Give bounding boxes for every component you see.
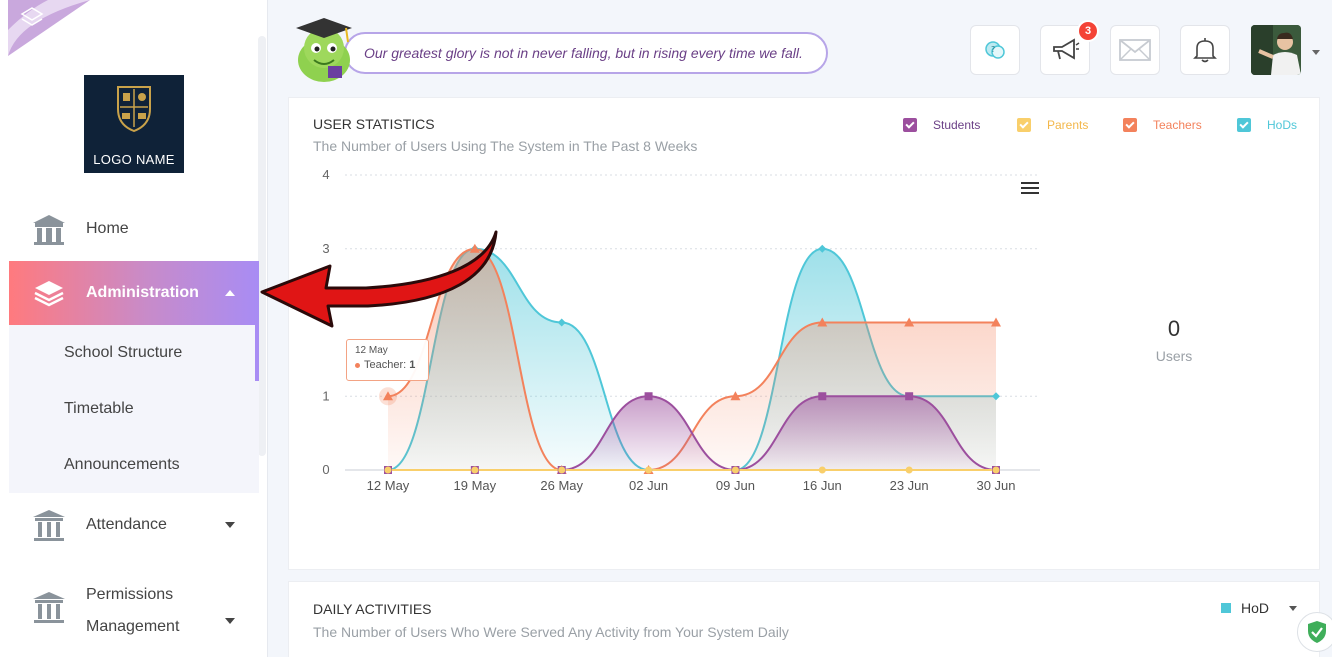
legend-label: HoD: [1241, 600, 1270, 616]
columns-icon: [33, 510, 65, 541]
active-indicator: [255, 325, 259, 381]
motivational-quote: Our greatest glory is not in never falli…: [344, 32, 828, 74]
megaphone-icon: [1053, 38, 1080, 60]
messages-button[interactable]: [1110, 25, 1160, 75]
card-subtitle: The Number of Users Using The System in …: [313, 138, 698, 154]
columns-icon: [33, 592, 65, 623]
topbar: Our greatest glory is not in never falli…: [268, 0, 1332, 95]
layers-icon: [34, 281, 64, 307]
security-shield-button[interactable]: [1297, 612, 1332, 652]
help-chat-icon: ?: [985, 41, 1005, 59]
mascot-dragon-icon: [296, 18, 352, 82]
submenu-item-timetable[interactable]: Timetable: [64, 400, 134, 417]
legend-teachers[interactable]: Teachers: [1123, 118, 1202, 132]
sidebar: LOGO NAME Home Administration School Str…: [0, 0, 268, 657]
card-title: USER STATISTICS: [313, 116, 435, 132]
bell-icon: [1193, 38, 1217, 63]
sidebar-item-label: Attendance: [86, 516, 167, 533]
legend-label: Parents: [1047, 118, 1089, 132]
chevron-down-icon: [225, 618, 235, 624]
daily-activities-card: DAILY ACTIVITIES The Number of Users Who…: [288, 581, 1320, 657]
sidebar-item-label: Permissions Management: [86, 586, 180, 635]
chevron-down-icon: [225, 522, 235, 528]
tooltip-series: Teacher:: [364, 359, 407, 371]
legend-label: HoDs: [1267, 118, 1298, 132]
checkbox-icon: [1017, 118, 1031, 132]
legend-label: Students: [933, 118, 981, 132]
users-count: 0: [1167, 316, 1181, 341]
school-building-icon: [33, 215, 65, 245]
notifications-button[interactable]: [1180, 25, 1230, 75]
sidebar-item-permissions[interactable]: Permissions Management: [9, 573, 259, 637]
sidebar-item-home[interactable]: Home: [9, 197, 259, 261]
submenu-item-school-structure[interactable]: School Structure: [64, 344, 183, 361]
shield-check-icon: [1308, 621, 1326, 643]
logo-name: LOGO NAME: [93, 152, 175, 167]
red-arrow-annotation: [260, 230, 498, 328]
chart-tooltip: 12 May Teacher: 1: [346, 339, 429, 381]
checkbox-icon: [903, 118, 917, 132]
sidebar-item-label: Administration: [86, 284, 199, 301]
legend-parents[interactable]: Parents: [1017, 118, 1088, 132]
quote-text: Our greatest glory is not in never falli…: [364, 45, 803, 61]
envelope-icon: [1119, 39, 1151, 61]
administration-submenu: School Structure Timetable Announcements: [9, 325, 259, 493]
tooltip-date: 12 May: [355, 345, 388, 356]
announcements-button[interactable]: 3: [1040, 20, 1099, 75]
card-title: DAILY ACTIVITIES: [313, 601, 432, 617]
tooltip-value: 1: [409, 359, 416, 371]
sidebar-scrollbar[interactable]: [258, 36, 266, 456]
submenu-item-announcements[interactable]: Announcements: [64, 456, 180, 473]
card-subtitle: The Number of Users Who Were Served Any …: [313, 624, 789, 640]
users-label: Users: [1155, 348, 1193, 364]
legend-swatch: [1221, 603, 1231, 613]
announcement-badge: 3: [1077, 20, 1099, 42]
sidebar-item-administration[interactable]: Administration: [9, 261, 259, 325]
legend-label: Teachers: [1153, 118, 1202, 132]
sidebar-item-label: Home: [86, 220, 129, 237]
corner-logo-icon: [8, 0, 90, 56]
user-avatar[interactable]: [1251, 25, 1301, 75]
svg-text:?: ?: [991, 45, 995, 54]
checkbox-icon: [1123, 118, 1137, 132]
help-chat-button[interactable]: ?: [970, 25, 1020, 75]
school-logo: LOGO NAME: [84, 75, 184, 173]
sidebar-item-attendance[interactable]: Attendance: [9, 493, 259, 557]
legend-hods[interactable]: HoDs: [1237, 118, 1297, 132]
checkbox-icon: [1237, 118, 1251, 132]
user-menu-chevron-icon[interactable]: [1312, 50, 1320, 55]
daily-legend-hod[interactable]: HoD: [1221, 600, 1298, 616]
crest-icon: [117, 86, 151, 133]
legend-students[interactable]: Students: [903, 118, 980, 132]
chevron-down-icon: [1289, 605, 1298, 611]
chart-menu-icon[interactable]: [1021, 182, 1039, 197]
avatar-photo-icon: [1251, 25, 1301, 75]
chevron-up-icon: [225, 290, 235, 296]
